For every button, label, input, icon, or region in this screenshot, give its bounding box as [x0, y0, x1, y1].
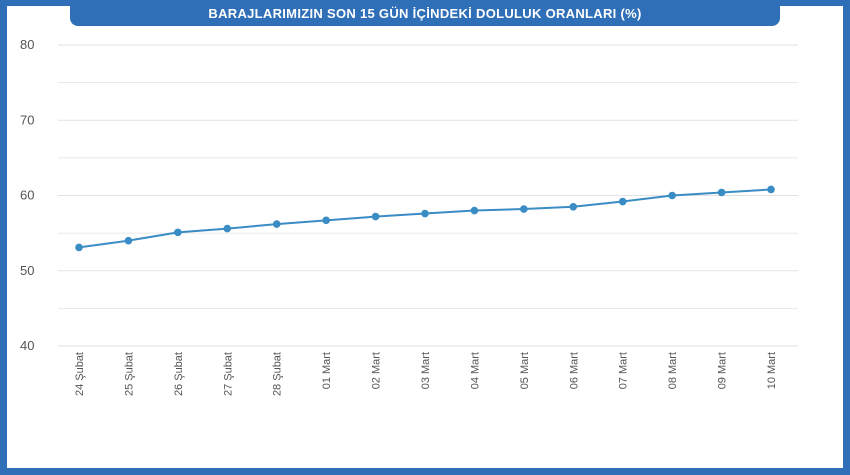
- x-tick-label: 27 Şubat: [222, 352, 234, 396]
- x-tick-label: 26 Şubat: [173, 352, 185, 396]
- x-tick-label: 06 Mart: [568, 352, 580, 389]
- y-tick-label: 60: [20, 188, 34, 203]
- x-tick-label: 25 Şubat: [123, 352, 135, 396]
- y-tick-label: 80: [20, 37, 34, 52]
- data-point[interactable]: [767, 185, 775, 194]
- data-point[interactable]: [223, 224, 232, 233]
- data-point[interactable]: [272, 220, 281, 228]
- x-tick-label: 01 Mart: [321, 352, 333, 389]
- data-point[interactable]: [322, 216, 330, 225]
- y-tick-label: 50: [20, 263, 34, 278]
- y-tick-label: 40: [20, 338, 34, 353]
- frame-border-left: [0, 0, 7, 475]
- y-tick-label: 70: [20, 112, 34, 127]
- data-point[interactable]: [124, 236, 133, 245]
- data-point[interactable]: [717, 188, 726, 197]
- frame-border-right: [843, 0, 850, 475]
- data-point[interactable]: [371, 212, 380, 221]
- chart-title: BARAJLARIMIZIN SON 15 GÜN İÇİNDEKİ DOLUL…: [208, 6, 642, 21]
- data-point[interactable]: [174, 228, 182, 237]
- series-line: [78, 188, 772, 249]
- data-point[interactable]: [668, 191, 676, 200]
- data-point[interactable]: [421, 209, 429, 218]
- data-point[interactable]: [75, 243, 83, 252]
- x-tick-label: 02 Mart: [371, 352, 383, 389]
- title-bar: [70, 0, 780, 26]
- x-tick-label: 09 Mart: [717, 352, 729, 389]
- x-tick-label: 04 Mart: [469, 352, 481, 389]
- data-point[interactable]: [470, 206, 479, 215]
- x-tick-label: 24 Şubat: [74, 352, 86, 396]
- data-point[interactable]: [569, 202, 578, 211]
- x-tick-label: 05 Mart: [519, 352, 531, 389]
- x-tick-label: 28 Şubat: [272, 352, 284, 396]
- x-tick-label: 03 Mart: [420, 352, 432, 389]
- data-point[interactable]: [520, 205, 528, 213]
- x-tick-label: 08 Mart: [667, 352, 679, 389]
- x-tick-label: 10 Mart: [766, 352, 778, 389]
- frame-border-bottom: [0, 468, 850, 475]
- data-point[interactable]: [618, 197, 627, 206]
- x-tick-label: 07 Mart: [618, 352, 630, 389]
